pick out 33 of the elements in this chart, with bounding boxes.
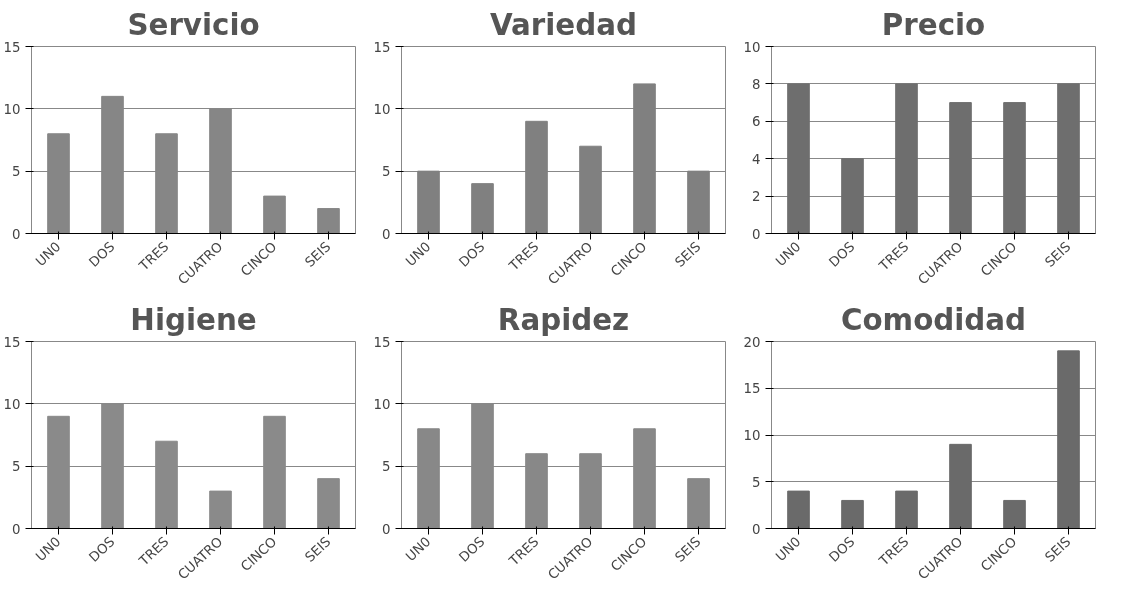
y-tick-label: 20 — [743, 334, 761, 350]
y-tick-label: 5 — [12, 459, 21, 475]
y-tick-label: 15 — [3, 334, 21, 350]
y-tick-label: 10 — [3, 396, 21, 412]
y-tick-label: 2 — [752, 189, 761, 205]
y-tick-label: 0 — [12, 521, 21, 537]
y-tick-label: 10 — [743, 39, 761, 55]
y-tick-label: 0 — [12, 226, 21, 242]
y-tick-label: 15 — [373, 39, 391, 55]
chart-title: Servicio — [127, 7, 260, 42]
chart-title: Higiene — [130, 302, 257, 337]
y-tick-label: 5 — [12, 164, 21, 180]
chart-title: Rapidez — [497, 302, 630, 337]
chart-title: Variedad — [489, 7, 638, 42]
y-tick-label: 10 — [743, 428, 761, 443]
y-tick-label: 0 — [382, 521, 391, 537]
y-tick-label: 0 — [752, 521, 761, 537]
y-tick-label: 4 — [752, 151, 761, 167]
y-tick-label: 10 — [373, 396, 391, 412]
y-tick-label: 0 — [382, 226, 391, 242]
y-tick-label: 5 — [382, 459, 391, 475]
y-tick-label: 15 — [373, 334, 391, 350]
y-tick-label: 15 — [3, 39, 21, 55]
y-tick-label: 6 — [752, 114, 761, 130]
chart-title: Comodidad — [840, 302, 1027, 337]
chart-title: Precio — [881, 7, 986, 42]
y-tick-label: 5 — [752, 474, 761, 490]
y-tick-label: 15 — [743, 381, 761, 397]
y-tick-label: 8 — [752, 76, 761, 92]
y-tick-label: 0 — [752, 226, 761, 242]
y-tick-label: 5 — [382, 164, 391, 180]
y-tick-label: 10 — [3, 101, 21, 117]
y-tick-label: 10 — [373, 101, 391, 117]
